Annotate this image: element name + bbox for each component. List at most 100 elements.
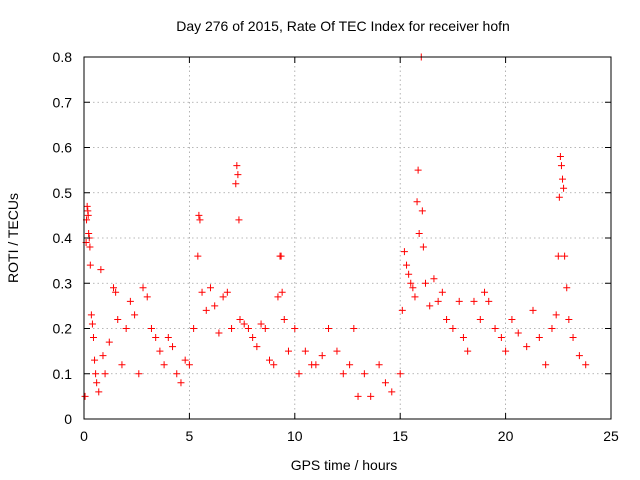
data-point	[147, 325, 155, 332]
data-point	[411, 293, 419, 301]
data-point	[228, 325, 236, 332]
x-tick-label: 10	[287, 428, 303, 444]
chart-title: Day 276 of 2015, Rate Of TEC Index for r…	[176, 18, 510, 34]
data-point	[565, 315, 573, 323]
data-point	[126, 297, 134, 305]
y-tick-labels: 0 0.1 0.2 0.3 0.4 0.5 0.6 0.7 0.8	[53, 49, 73, 427]
data-point	[542, 361, 550, 369]
data-point	[177, 379, 185, 387]
data-point	[92, 370, 100, 378]
data-point	[502, 347, 510, 355]
data-point	[131, 311, 139, 319]
data-point	[381, 379, 389, 387]
data-point	[535, 334, 543, 342]
data-point	[181, 356, 189, 364]
data-point	[185, 361, 193, 369]
data-point	[434, 297, 442, 305]
data-point	[318, 352, 326, 360]
data-point	[95, 388, 103, 396]
data-point	[415, 229, 423, 237]
data-point	[459, 334, 467, 342]
x-tick-label: 15	[392, 428, 408, 444]
data-point	[396, 370, 404, 378]
data-point	[438, 288, 446, 296]
data-point	[261, 325, 269, 332]
data-point	[277, 252, 285, 260]
data-point	[555, 193, 563, 201]
data-point	[81, 392, 89, 400]
data-point	[85, 229, 93, 237]
data-point	[152, 334, 160, 342]
data-point	[280, 315, 288, 323]
data-point	[325, 325, 333, 332]
data-point	[206, 284, 214, 292]
data-point	[236, 315, 244, 323]
data-point	[455, 297, 463, 305]
data-point	[560, 184, 568, 192]
data-point	[360, 370, 368, 378]
data-point	[582, 361, 590, 369]
data-point	[497, 334, 505, 342]
data-point	[388, 388, 396, 396]
data-point	[215, 329, 223, 337]
x-tick-label: 25	[603, 428, 619, 444]
data-point	[529, 306, 537, 314]
data-point	[284, 347, 292, 355]
data-point	[195, 211, 203, 219]
data-point	[190, 325, 198, 332]
data-point	[508, 315, 516, 323]
data-point	[88, 320, 96, 328]
y-tick-label: 0.6	[53, 140, 73, 156]
data-point	[211, 302, 219, 310]
data-point	[257, 320, 265, 328]
data-point	[556, 153, 564, 161]
data-point	[405, 270, 413, 278]
x-tick-label: 0	[80, 428, 88, 444]
data-point	[407, 279, 415, 287]
x-axis-title: GPS time / hours	[291, 457, 398, 473]
data-point	[198, 288, 206, 296]
grid	[84, 57, 611, 419]
data-point	[350, 325, 358, 332]
y-tick-label: 0	[64, 411, 72, 427]
data-point	[253, 343, 261, 351]
data-point	[99, 352, 107, 360]
data-point	[235, 216, 243, 224]
y-tick-label: 0.5	[53, 185, 73, 201]
data-point	[523, 343, 531, 351]
data-point	[249, 334, 257, 342]
x-tick-label: 20	[498, 428, 514, 444]
data-point	[552, 311, 560, 319]
data-point	[169, 343, 177, 351]
data-point	[354, 392, 362, 400]
data-point	[559, 175, 567, 183]
data-point	[557, 162, 565, 170]
data-point	[97, 266, 105, 274]
y-tick-label: 0.7	[53, 94, 73, 110]
y-tick-label: 0.4	[53, 230, 73, 246]
data-point	[156, 347, 164, 355]
data-point	[86, 261, 94, 269]
data-point	[84, 211, 92, 219]
x-tick-label: 5	[186, 428, 194, 444]
data-point	[196, 216, 204, 224]
data-point	[240, 320, 248, 328]
data-point	[418, 207, 426, 215]
data-point	[419, 243, 427, 251]
data-point	[274, 293, 282, 301]
data-point	[346, 361, 354, 369]
data-point	[86, 243, 94, 251]
data-point	[291, 325, 299, 332]
data-point	[122, 325, 130, 332]
y-axis-title: ROTI / TECUs	[5, 193, 21, 283]
data-point	[398, 306, 406, 314]
data-point	[266, 356, 274, 364]
data-point	[234, 171, 242, 179]
data-point	[173, 370, 181, 378]
y-tick-label: 0.8	[53, 49, 73, 65]
data-point	[413, 198, 421, 206]
data-point	[164, 334, 172, 342]
data-point	[569, 334, 577, 342]
data-point	[426, 302, 434, 310]
